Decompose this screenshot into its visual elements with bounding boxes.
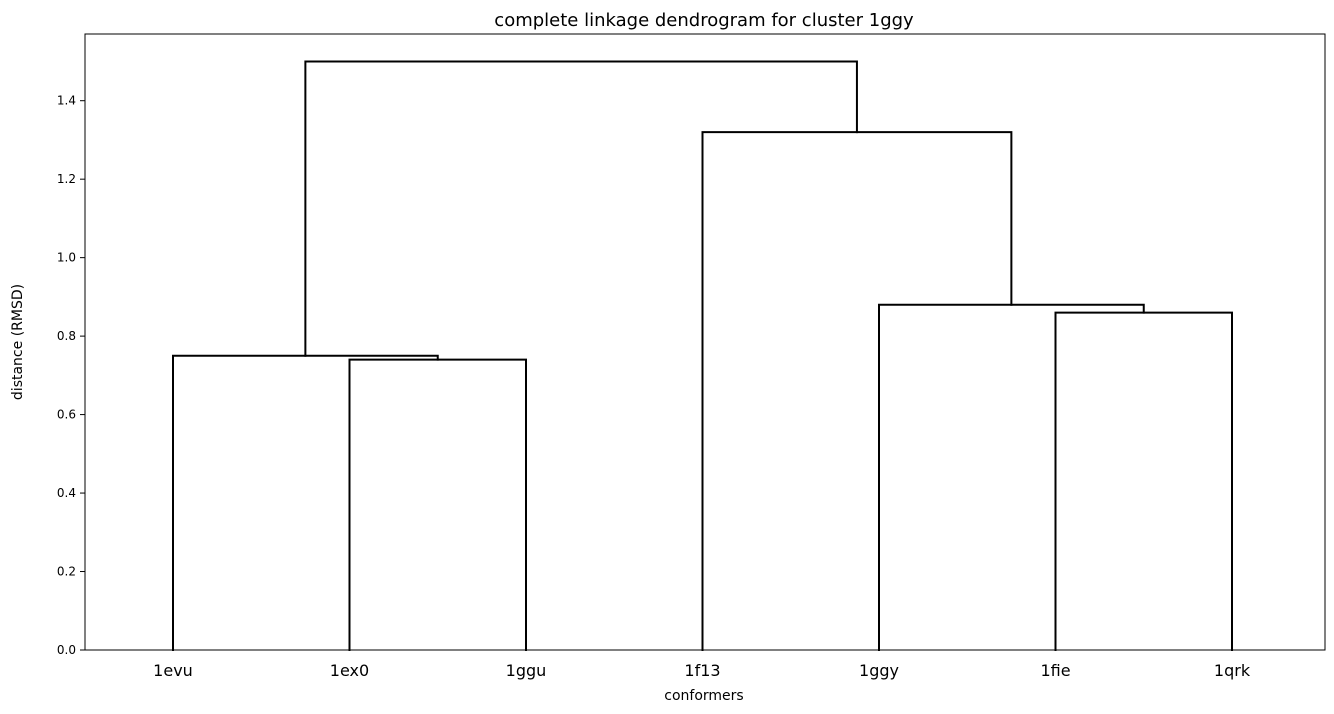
plot-area-frame — [84, 33, 1326, 651]
x-tick-label: 1ex0 — [330, 661, 369, 680]
link-1evu-group — [172, 354, 439, 651]
dendrogram-links — [172, 60, 1233, 651]
y-axis: 0.0 0.2 0.4 0.6 0.8 1.0 1.2 1.4 — [57, 94, 85, 657]
y-tick-label: 0.6 — [57, 408, 76, 422]
link-1fie-1qrk — [1054, 311, 1233, 651]
link-root — [304, 60, 858, 357]
y-tick-label: 0.0 — [57, 643, 76, 657]
y-tick-label: 0.2 — [57, 565, 76, 579]
link-1ex0-1ggu — [348, 358, 527, 651]
x-tick-label: 1evu — [153, 661, 193, 680]
y-tick-label: 1.2 — [57, 172, 76, 186]
y-axis-label: distance (RMSD) — [10, 284, 26, 400]
link-1f13-group — [701, 131, 1013, 651]
chart-title: complete linkage dendrogram for cluster … — [494, 10, 914, 31]
x-axis-label: conformers — [664, 688, 743, 704]
x-tick-label: 1qrk — [1214, 661, 1251, 680]
x-tick-label: 1f13 — [684, 661, 720, 680]
x-tick-label: 1ggy — [859, 661, 899, 680]
y-tick-label: 1.4 — [57, 94, 76, 108]
x-axis: 1evu 1ex0 1ggu 1f13 1ggy 1fie 1qrk — [153, 661, 1251, 680]
y-tick-label: 1.0 — [57, 251, 76, 265]
link-1ggy-group — [878, 303, 1145, 651]
y-tick-label: 0.4 — [57, 486, 76, 500]
y-tick-label: 0.8 — [57, 329, 76, 343]
x-tick-label: 1ggu — [506, 661, 547, 680]
x-tick-label: 1fie — [1040, 661, 1070, 680]
